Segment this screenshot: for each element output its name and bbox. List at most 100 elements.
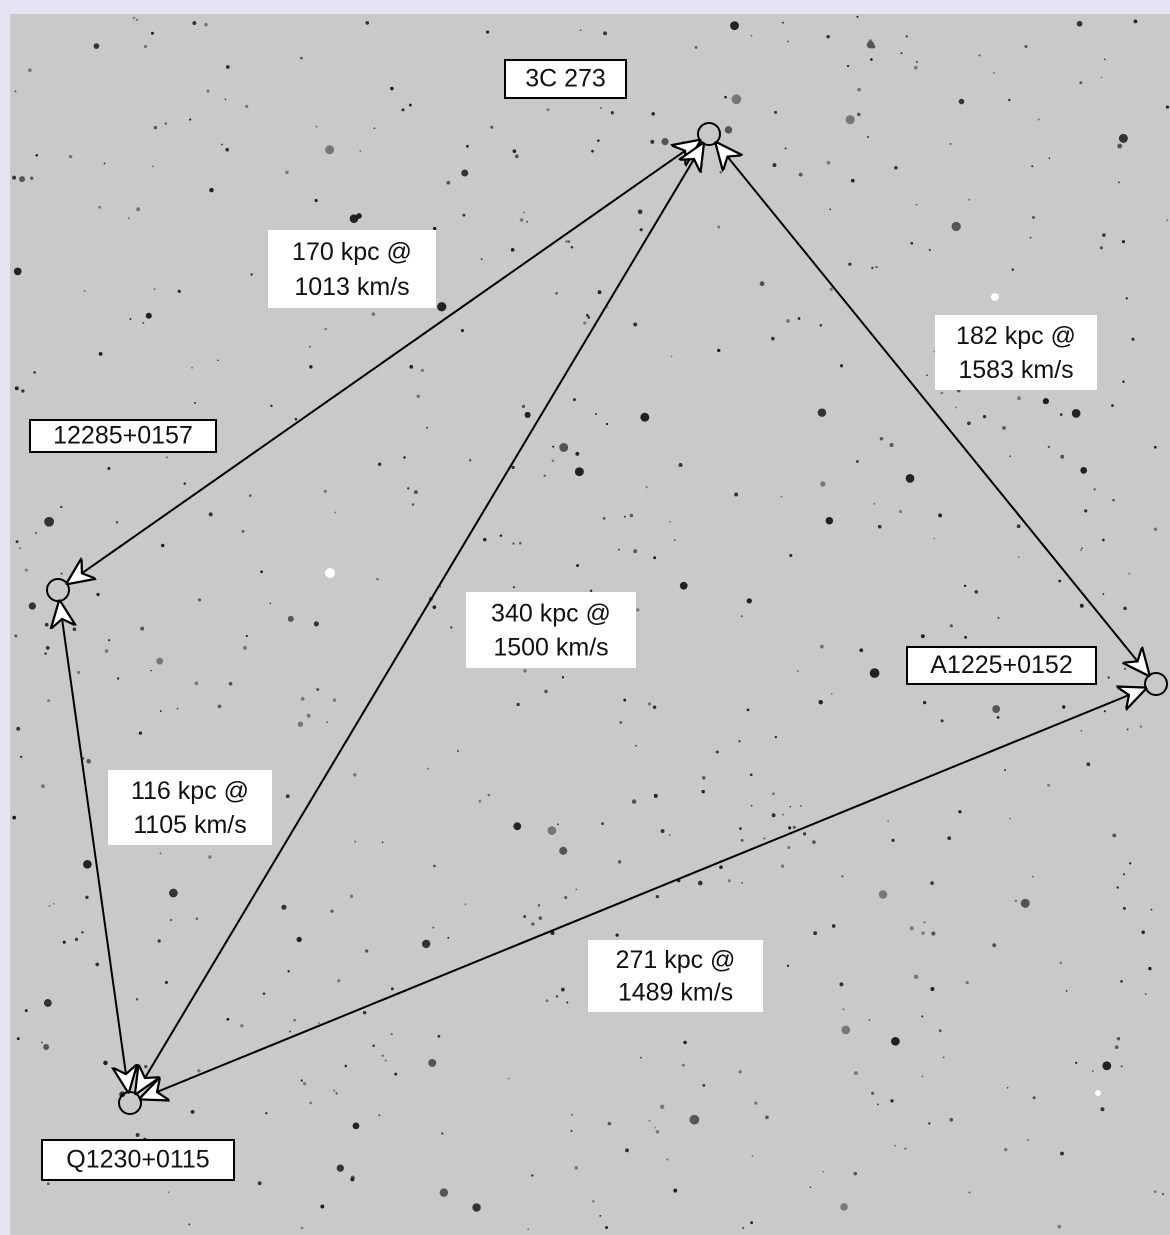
star	[746, 598, 752, 604]
star	[958, 98, 965, 105]
star	[819, 644, 824, 649]
star	[365, 21, 370, 25]
star	[965, 980, 969, 985]
star	[798, 172, 803, 177]
star	[789, 805, 792, 808]
star	[1123, 873, 1126, 876]
star	[490, 125, 494, 129]
star	[1057, 1224, 1062, 1229]
star	[300, 697, 305, 701]
star	[749, 773, 753, 777]
star	[571, 1113, 574, 1116]
star	[168, 888, 178, 898]
star	[116, 677, 120, 680]
star	[599, 106, 603, 110]
star	[668, 834, 671, 837]
star	[336, 1164, 344, 1172]
star	[890, 1099, 894, 1103]
edge-label: 1583 km/s	[958, 356, 1073, 384]
star	[519, 541, 522, 545]
star	[654, 1126, 657, 1129]
star	[439, 1188, 449, 1197]
star	[817, 408, 827, 417]
star	[991, 293, 999, 301]
star	[697, 880, 703, 886]
star	[565, 240, 568, 243]
star	[381, 841, 384, 844]
star	[1120, 980, 1123, 983]
edge-label-box	[466, 592, 636, 668]
star	[570, 1130, 573, 1132]
star	[153, 125, 158, 130]
star	[486, 30, 490, 34]
star	[829, 287, 833, 291]
star	[1128, 572, 1131, 575]
star	[560, 987, 565, 992]
star	[1091, 1070, 1094, 1072]
star	[72, 627, 77, 632]
star	[968, 198, 971, 201]
star	[83, 859, 92, 869]
star	[43, 999, 52, 1007]
star	[1141, 930, 1145, 934]
star	[623, 515, 626, 518]
star	[940, 391, 944, 395]
star	[1009, 817, 1012, 820]
star	[754, 1101, 758, 1105]
star	[243, 645, 247, 650]
star	[819, 324, 823, 327]
node-label: 3C 273	[525, 65, 606, 93]
star	[1118, 181, 1120, 184]
star	[269, 602, 272, 605]
star	[1095, 1090, 1101, 1096]
star	[812, 840, 816, 844]
star	[150, 669, 153, 672]
star	[188, 1223, 191, 1226]
star	[636, 608, 640, 612]
star	[905, 474, 915, 483]
star	[909, 926, 914, 931]
star	[41, 1041, 43, 1044]
star	[774, 110, 778, 114]
edge-label: 1500 km/s	[493, 634, 608, 662]
star	[592, 1200, 595, 1203]
star	[639, 1056, 642, 1059]
star	[153, 288, 156, 291]
edge-arrow	[716, 143, 1149, 676]
star	[1103, 710, 1106, 713]
star	[1080, 729, 1083, 732]
star	[771, 813, 776, 818]
star	[787, 845, 791, 850]
star	[561, 676, 565, 679]
star	[45, 646, 50, 650]
star	[856, 15, 859, 18]
star	[1031, 216, 1035, 220]
star	[818, 699, 823, 705]
star	[159, 710, 162, 712]
star	[15, 540, 19, 544]
star	[740, 838, 744, 842]
star	[781, 21, 784, 24]
star	[1120, 1065, 1123, 1068]
star	[28, 68, 32, 72]
star	[856, 112, 861, 117]
star	[1060, 454, 1065, 459]
star	[390, 86, 394, 91]
star	[982, 414, 987, 419]
star	[416, 394, 421, 399]
nodes: 3C 273 12285+0157 A1225+0152 Q1230+0115	[29, 59, 1168, 1181]
star	[869, 668, 880, 678]
star	[974, 590, 979, 594]
star	[176, 707, 179, 710]
star	[557, 823, 559, 826]
star	[191, 366, 194, 369]
star	[43, 1043, 50, 1050]
star	[784, 147, 787, 150]
star	[411, 503, 415, 506]
star	[296, 936, 302, 943]
star	[285, 794, 290, 799]
star	[717, 348, 721, 353]
star	[326, 721, 329, 724]
edge-label-box	[935, 315, 1097, 390]
